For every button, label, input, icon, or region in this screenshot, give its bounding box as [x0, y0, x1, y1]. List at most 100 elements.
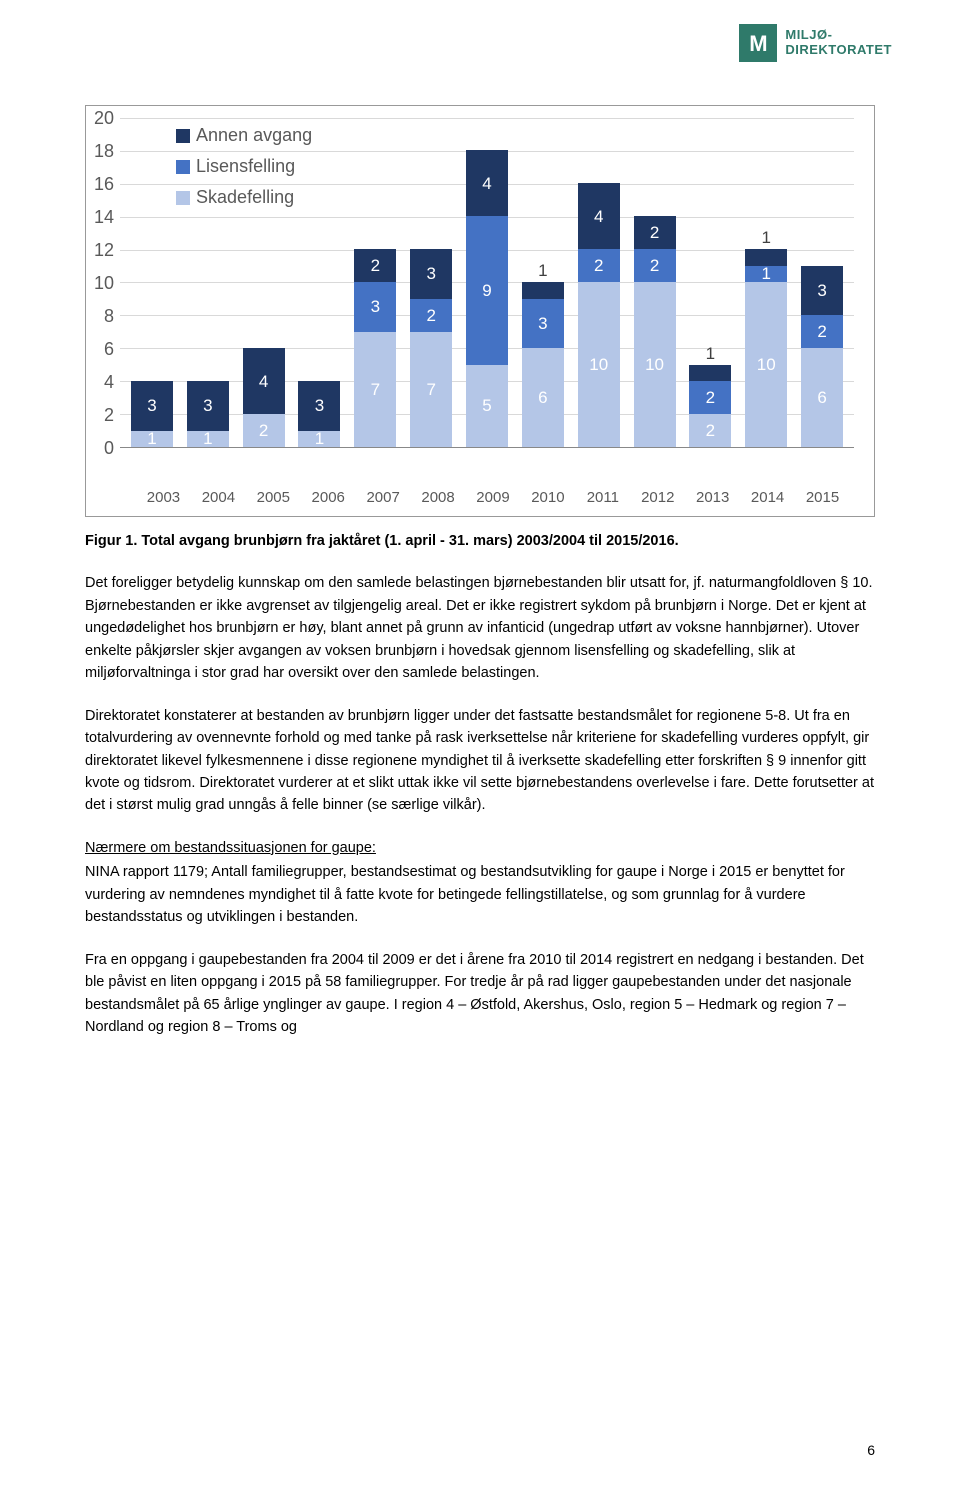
bar-column: 13	[298, 381, 340, 447]
bar-value-label: 1	[762, 229, 771, 246]
bar-value-label: 2	[259, 422, 268, 439]
bar-segment: 1	[298, 431, 340, 448]
bar-value-label: 2	[426, 307, 435, 324]
bar-value-label: 2	[594, 257, 603, 274]
x-tick: 2003	[142, 487, 184, 510]
bar-value-label: 2	[706, 389, 715, 406]
org-logo: M MILJØ- DIREKTORATET	[739, 24, 892, 62]
x-tick: 2015	[802, 487, 844, 510]
bar-value-label: 10	[757, 356, 776, 373]
body-paragraph: Fra en oppgang i gaupebestanden fra 2004…	[85, 949, 875, 1039]
bar-value-label: 2	[371, 257, 380, 274]
bar-segment: 3	[298, 381, 340, 431]
bar-value-label: 4	[594, 208, 603, 225]
bar-value-label: 6	[817, 389, 826, 406]
bar-value-label: 10	[589, 356, 608, 373]
bar-segment: 2	[801, 315, 843, 348]
bar-value-label: 9	[482, 282, 491, 299]
bar-segment: 1	[745, 249, 787, 266]
bar-value-label: 3	[315, 397, 324, 414]
bar-column: 10 11	[745, 249, 787, 447]
bar-value-label: 1	[762, 265, 771, 282]
x-tick: 2008	[417, 487, 459, 510]
bar-segment: 5	[466, 365, 508, 448]
bar-segment: 4	[466, 150, 508, 216]
bar-segment: 2	[410, 299, 452, 332]
x-tick: 2012	[637, 487, 679, 510]
bar-value-label: 3	[371, 298, 380, 315]
x-axis: 2003200420052006200720082009201020112012…	[94, 483, 854, 510]
bar-segment: 2	[354, 249, 396, 282]
bar-segment: 6	[522, 348, 564, 447]
bar-segment: 10	[578, 282, 620, 447]
bar-value-label: 1	[538, 262, 547, 279]
bar-value-label: 3	[203, 397, 212, 414]
bar-segment: 2	[689, 414, 731, 447]
bar-segment: 7	[410, 332, 452, 448]
bar-column: 24	[243, 348, 285, 447]
bar-segment: 4	[243, 348, 285, 414]
bar-value-label: 1	[203, 430, 212, 447]
bar-value-label: 2	[650, 257, 659, 274]
figure-caption: Figur 1. Total avgang brunbjørn fra jakt…	[85, 531, 875, 553]
bar-column: 13	[187, 381, 229, 447]
bar-segment: 2	[243, 414, 285, 447]
bar-value-label: 2	[706, 422, 715, 439]
bar-column: 221	[689, 365, 731, 448]
bar-value-label: 5	[482, 397, 491, 414]
bar-segment: 3	[354, 282, 396, 332]
bar-value-label: 1	[315, 430, 324, 447]
bar-segment: 3	[131, 381, 173, 431]
bar-segment: 3	[801, 266, 843, 316]
bar-value-label: 10	[645, 356, 664, 373]
body-paragraph: NINA rapport 1179; Antall familiegrupper…	[85, 861, 875, 928]
bar-segment: 9	[466, 216, 508, 365]
section-heading: Nærmere om bestandssituasjonen for gaupe…	[85, 837, 875, 859]
bar-column: 5 9 4	[466, 150, 508, 447]
logo-text: MILJØ- DIREKTORATET	[785, 28, 892, 58]
bar-value-label: 3	[147, 397, 156, 414]
body-paragraph: Det foreligger betydelig kunnskap om den…	[85, 572, 875, 684]
logo-letter: M	[749, 27, 767, 60]
bar-segment: 3	[522, 299, 564, 349]
bar-column: 7 2 3	[410, 249, 452, 447]
x-tick: 2004	[197, 487, 239, 510]
bar-segment: 6	[801, 348, 843, 447]
bar-column: 6 2 3	[801, 266, 843, 448]
logo-mark: M	[739, 24, 777, 62]
bar-value-label: 4	[259, 373, 268, 390]
bar-segment: 3	[410, 249, 452, 299]
bar-value-label: 3	[538, 315, 547, 332]
x-tick: 2009	[472, 487, 514, 510]
plot-area: Annen avgangLisensfellingSkadefelling 13…	[120, 118, 854, 448]
bar-segment: 3	[187, 381, 229, 431]
bar-segment: 2	[689, 381, 731, 414]
bar-segment: 10	[634, 282, 676, 447]
bar-column: 13	[131, 381, 173, 447]
bar-segment: 4	[578, 183, 620, 249]
bar-column: 10 2 4	[578, 183, 620, 447]
bar-segment: 1	[522, 282, 564, 299]
bar-column: 6 3 1	[522, 282, 564, 447]
bar-column: 7 3 2	[354, 249, 396, 447]
x-tick: 2010	[527, 487, 569, 510]
x-tick: 2006	[307, 487, 349, 510]
x-tick: 2011	[582, 487, 624, 510]
x-tick: 2013	[692, 487, 734, 510]
bar-segment: 2	[634, 216, 676, 249]
bar-column: 10 2 2	[634, 216, 676, 447]
bar-segment: 2	[634, 249, 676, 282]
bar-value-label: 7	[371, 381, 380, 398]
bar-segment: 7	[354, 332, 396, 448]
bar-value-label: 1	[147, 430, 156, 447]
bar-segment: 2	[578, 249, 620, 282]
bar-segment: 1	[187, 431, 229, 448]
x-tick: 2014	[747, 487, 789, 510]
bar-value-label: 7	[426, 381, 435, 398]
x-tick: 2005	[252, 487, 294, 510]
bar-value-label: 1	[706, 345, 715, 362]
bar-value-label: 2	[650, 224, 659, 241]
body-paragraph: Direktoratet konstaterer at bestanden av…	[85, 705, 875, 817]
bar-value-label: 2	[817, 323, 826, 340]
bar-value-label: 6	[538, 389, 547, 406]
